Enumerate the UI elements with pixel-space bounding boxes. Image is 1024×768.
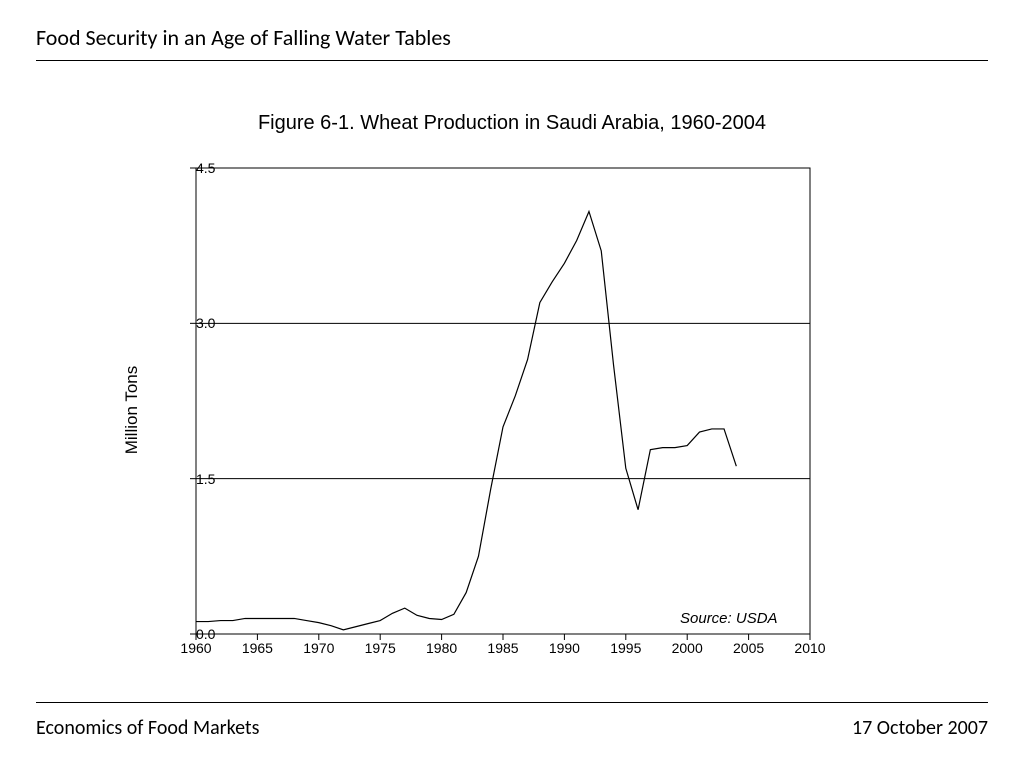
line-chart <box>140 150 820 670</box>
chart-container: Million Tons 196019651970197519801985199… <box>140 150 820 670</box>
x-tick-label: 1965 <box>242 640 273 656</box>
x-tick-label: 1980 <box>426 640 457 656</box>
x-tick-label: 2010 <box>794 640 825 656</box>
page: Food Security in an Age of Falling Water… <box>0 0 1024 768</box>
footer-left: Economics of Food Markets <box>36 716 259 740</box>
figure-title: Figure 6-1. Wheat Production in Saudi Ar… <box>0 112 1024 135</box>
x-tick-label: 1960 <box>180 640 211 656</box>
x-tick-label: 1970 <box>303 640 334 656</box>
x-tick-label: 2005 <box>733 640 764 656</box>
x-tick-label: 1975 <box>365 640 396 656</box>
footer-divider <box>36 702 988 703</box>
source-citation: Source: USDA <box>680 610 778 627</box>
footer-right: 17 October 2007 <box>852 716 988 740</box>
x-tick-label: 1990 <box>549 640 580 656</box>
header-divider <box>36 60 988 61</box>
x-tick-label: 2000 <box>672 640 703 656</box>
page-title: Food Security in an Age of Falling Water… <box>36 24 451 51</box>
y-axis-label: Million Tons <box>122 366 142 455</box>
x-tick-label: 1985 <box>487 640 518 656</box>
x-tick-label: 1995 <box>610 640 641 656</box>
